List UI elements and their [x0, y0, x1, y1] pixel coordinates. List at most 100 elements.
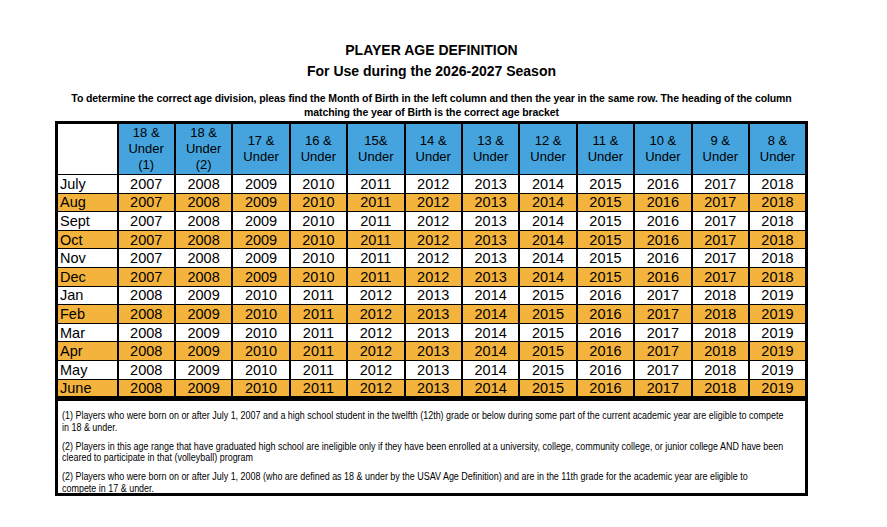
year-cell: 2016: [634, 193, 691, 212]
month-cell: Apr: [57, 342, 118, 361]
year-cell: 2009: [232, 193, 289, 212]
year-cell: 2018: [749, 267, 807, 286]
year-cell: 2014: [519, 212, 576, 231]
year-cell: 2010: [290, 193, 347, 212]
month-cell: May: [57, 360, 118, 379]
year-cell: 2015: [577, 249, 634, 268]
year-cell: 2019: [749, 323, 807, 342]
age-column-header: 18 & Under (2): [175, 123, 232, 175]
year-cell: 2015: [577, 193, 634, 212]
year-cell: 2011: [290, 379, 347, 398]
year-cell: 2010: [232, 360, 289, 379]
year-cell: 2013: [405, 305, 462, 324]
year-cell: 2017: [692, 193, 749, 212]
year-cell: 2019: [749, 360, 807, 379]
year-cell: 2018: [749, 175, 807, 194]
table-row: Feb2008200920102011201220132014201520162…: [57, 305, 807, 324]
age-column-header: 18 & Under (1): [118, 123, 175, 175]
year-cell: 2007: [118, 267, 175, 286]
year-cell: 2007: [118, 212, 175, 231]
year-cell: 2008: [175, 249, 232, 268]
table-row: May2008200920102011201220132014201520162…: [57, 360, 807, 379]
year-cell: 2007: [118, 193, 175, 212]
blank-header-cell: [57, 123, 118, 175]
year-cell: 2015: [519, 342, 576, 361]
year-cell: 2013: [462, 249, 519, 268]
year-cell: 2018: [692, 305, 749, 324]
age-column-header: 17 & Under: [232, 123, 289, 175]
table-row: Dec2007200820092010201120122013201420152…: [57, 267, 807, 286]
year-cell: 2016: [634, 212, 691, 231]
year-cell: 2008: [175, 267, 232, 286]
year-cell: 2018: [749, 212, 807, 231]
year-cell: 2010: [232, 286, 289, 305]
year-cell: 2016: [577, 379, 634, 398]
year-cell: 2009: [175, 379, 232, 398]
year-cell: 2014: [462, 360, 519, 379]
age-column-header: 8 & Under: [749, 123, 807, 175]
year-cell: 2016: [634, 249, 691, 268]
year-cell: 2008: [175, 212, 232, 231]
year-cell: 2007: [118, 249, 175, 268]
year-cell: 2017: [634, 323, 691, 342]
year-cell: 2013: [405, 342, 462, 361]
year-cell: 2016: [634, 267, 691, 286]
year-cell: 2017: [692, 175, 749, 194]
year-cell: 2017: [634, 342, 691, 361]
year-cell: 2012: [347, 379, 404, 398]
year-cell: 2017: [634, 360, 691, 379]
age-column-header: 15& Under: [347, 123, 404, 175]
year-cell: 2009: [232, 267, 289, 286]
year-cell: 2015: [519, 360, 576, 379]
year-cell: 2012: [405, 267, 462, 286]
year-cell: 2010: [232, 305, 289, 324]
year-cell: 2018: [749, 249, 807, 268]
year-cell: 2014: [462, 286, 519, 305]
age-column-header: 14 & Under: [405, 123, 462, 175]
year-cell: 2017: [634, 379, 691, 398]
year-cell: 2016: [577, 305, 634, 324]
age-column-header: 10 & Under: [634, 123, 691, 175]
table-row: Nov2007200820092010201120122013201420152…: [57, 249, 807, 268]
year-cell: 2016: [577, 323, 634, 342]
year-cell: 2008: [175, 193, 232, 212]
year-cell: 2014: [519, 249, 576, 268]
year-cell: 2009: [175, 360, 232, 379]
month-cell: Nov: [57, 249, 118, 268]
page-subtitle: For Use during the 2026-2027 Season: [55, 61, 808, 82]
year-cell: 2010: [232, 323, 289, 342]
footnote-2: (2) Players in this age range that have …: [62, 441, 808, 464]
table-row: Mar2008200920102011201220132014201520162…: [57, 323, 807, 342]
year-cell: 2011: [290, 286, 347, 305]
year-cell: 2019: [749, 286, 807, 305]
year-cell: 2011: [347, 212, 404, 231]
year-cell: 2009: [175, 342, 232, 361]
year-cell: 2009: [232, 249, 289, 268]
year-cell: 2015: [519, 379, 576, 398]
footnotes-box: (1) Players who were born on or after Ju…: [55, 398, 808, 496]
year-cell: 2017: [692, 267, 749, 286]
year-cell: 2009: [175, 323, 232, 342]
month-cell: Jan: [57, 286, 118, 305]
year-cell: 2013: [405, 379, 462, 398]
year-cell: 2018: [692, 360, 749, 379]
year-cell: 2008: [175, 230, 232, 249]
year-cell: 2017: [692, 212, 749, 231]
year-cell: 2011: [290, 323, 347, 342]
year-cell: 2012: [405, 193, 462, 212]
year-cell: 2009: [232, 230, 289, 249]
age-column-header: 16 & Under: [290, 123, 347, 175]
page: PLAYER AGE DEFINITION For Use during the…: [0, 0, 887, 527]
year-cell: 2014: [519, 175, 576, 194]
month-cell: Aug: [57, 193, 118, 212]
year-cell: 2011: [347, 175, 404, 194]
title-block: PLAYER AGE DEFINITION For Use during the…: [55, 40, 808, 82]
year-cell: 2014: [462, 323, 519, 342]
year-cell: 2013: [462, 230, 519, 249]
year-cell: 2018: [692, 323, 749, 342]
year-cell: 2010: [232, 379, 289, 398]
footnotes-inner: (1) Players who were born on or after Ju…: [62, 410, 808, 494]
year-cell: 2007: [118, 175, 175, 194]
year-cell: 2014: [519, 193, 576, 212]
header-row: 18 & Under (1)18 & Under (2)17 & Under16…: [57, 123, 807, 175]
